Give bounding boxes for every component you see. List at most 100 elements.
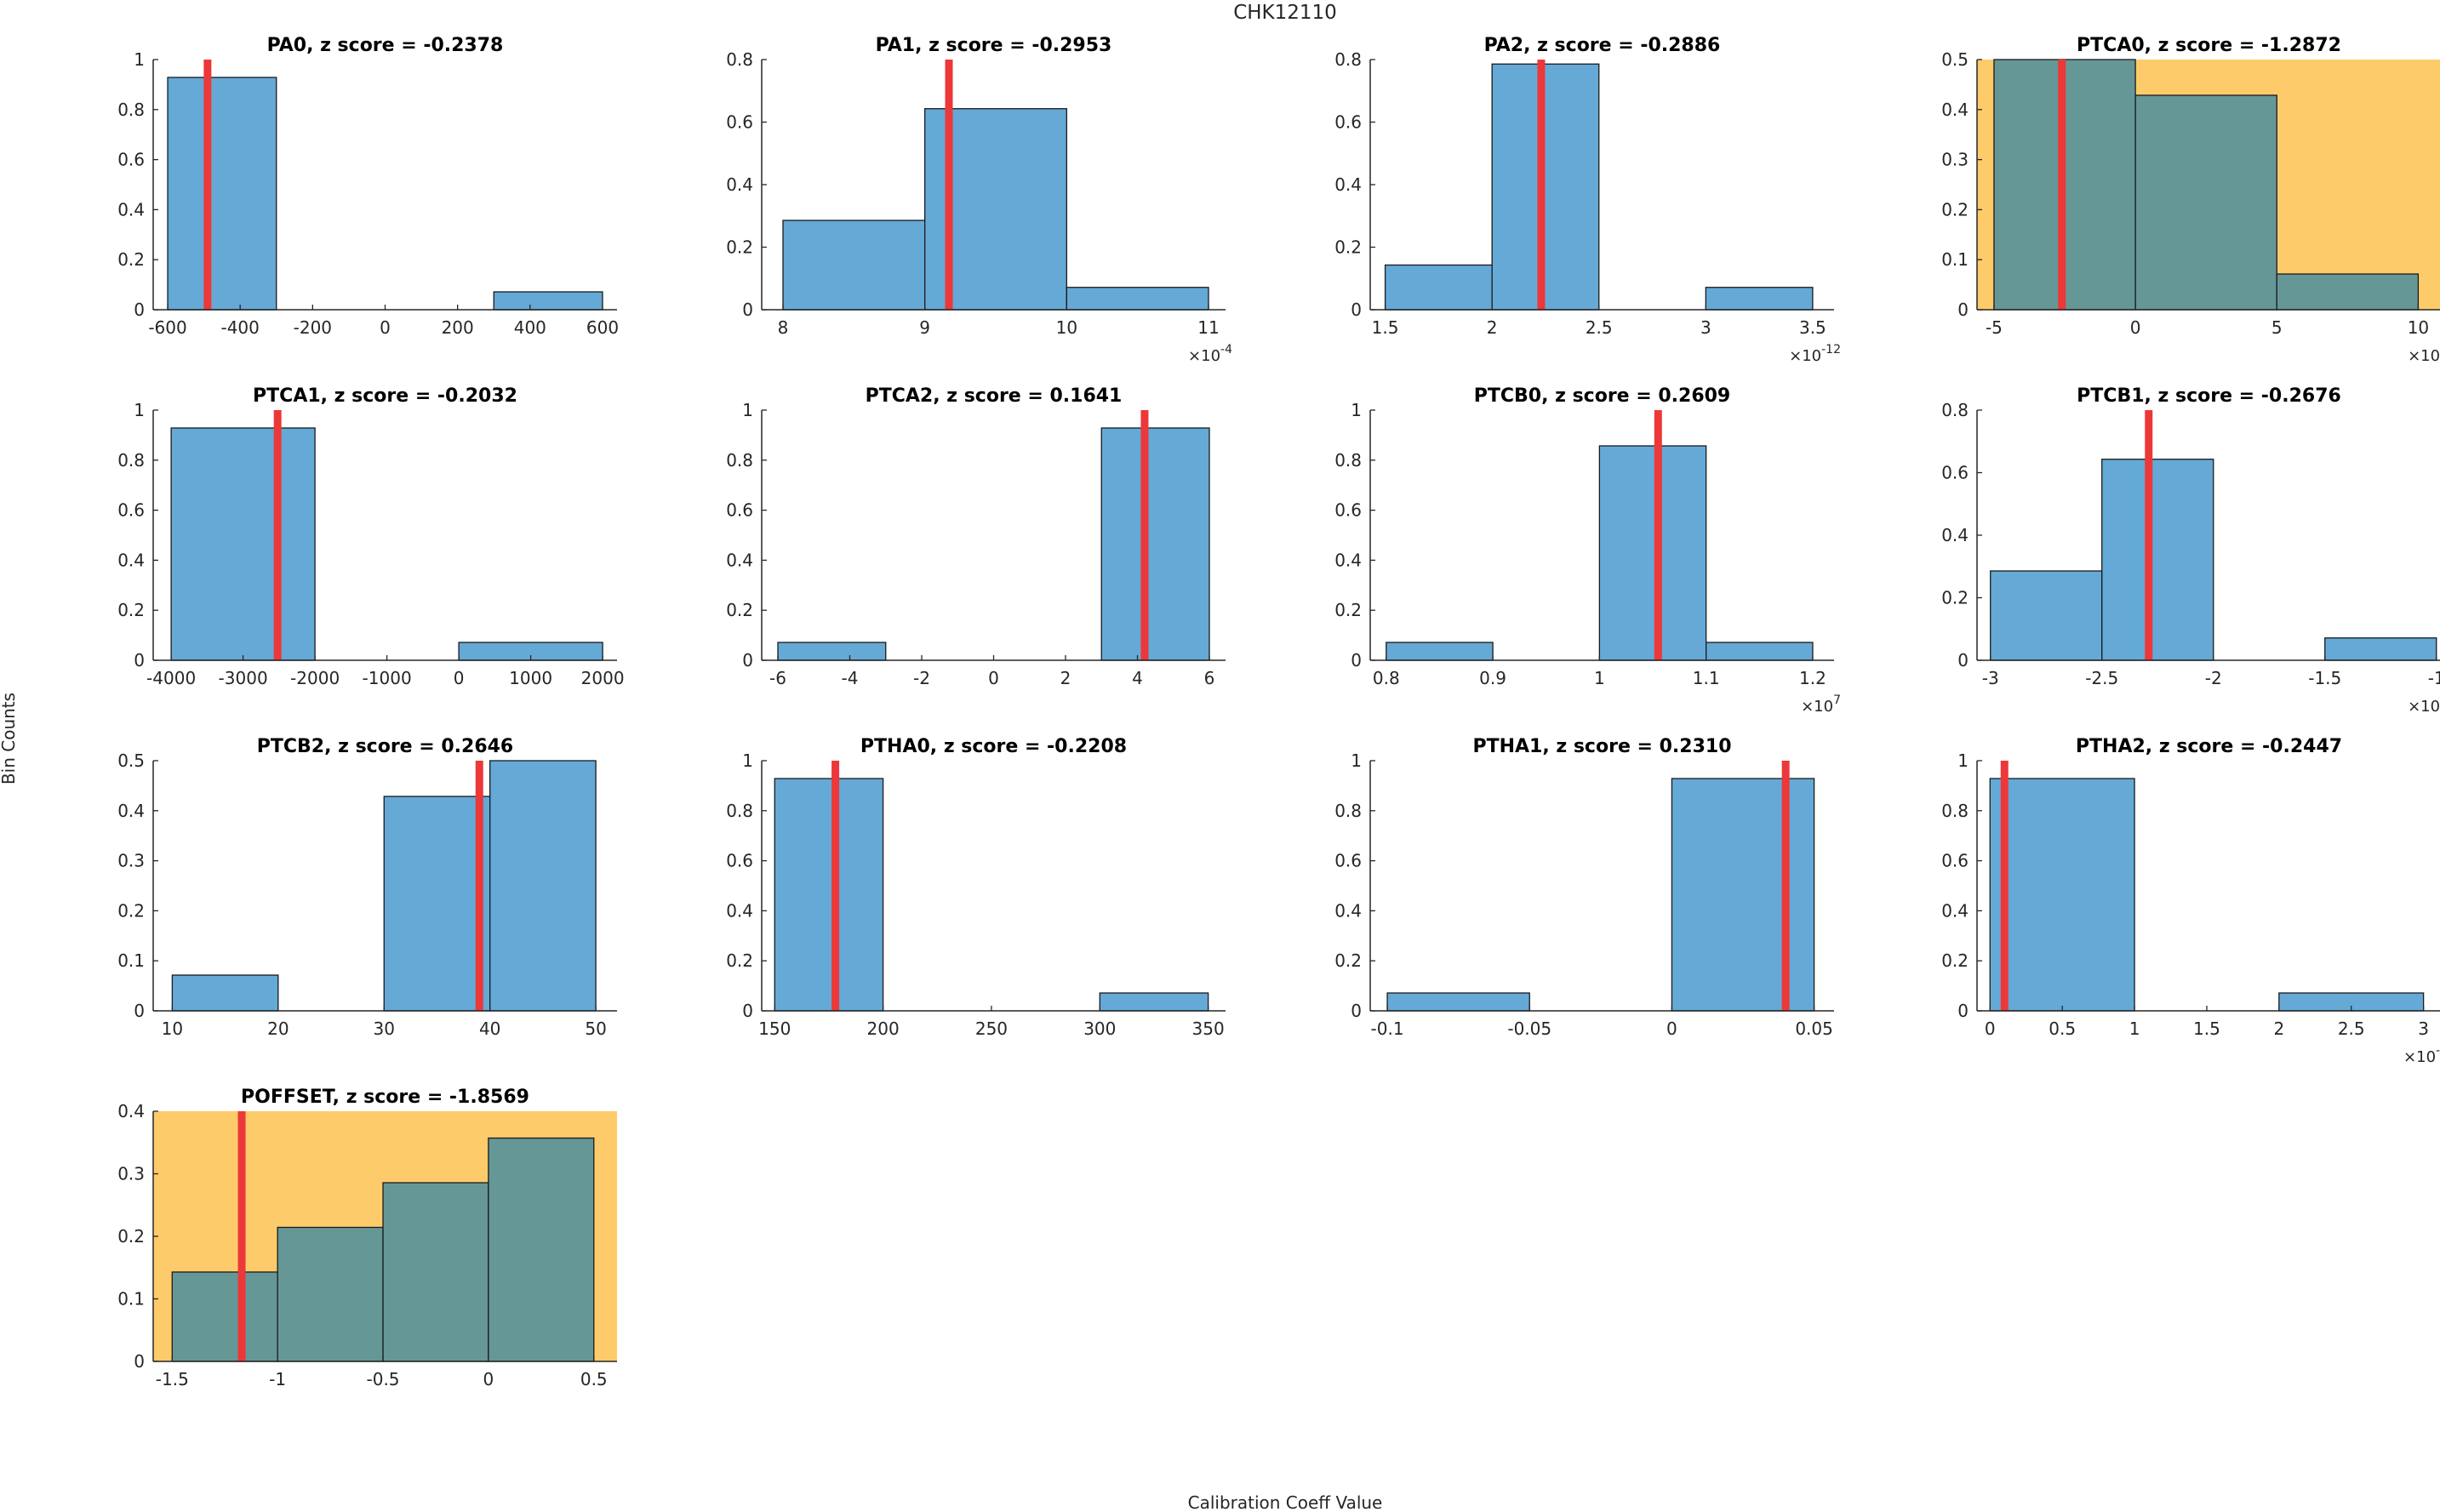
x-tick-label: -1.5 [156,1369,189,1389]
y-tick-label: 0.4 [1941,900,1969,921]
x-tick-label: -400 [220,317,259,338]
x-tick-label: 0 [380,317,391,338]
x-tick-label: -0.05 [1507,1018,1551,1039]
histogram-bar [774,778,884,1012]
y-tick-label: 0.6 [1334,851,1362,871]
x-tick-label: 1 [2129,1018,2140,1039]
x-tick-label: 1.5 [2193,1018,2220,1039]
subplot-title: PTCA2, z score = 0.1641 [866,385,1123,407]
y-tick-label: 0.4 [117,199,145,220]
x-tick-label: 250 [975,1018,1008,1039]
x-tick-label: 0 [1985,1018,1996,1039]
x-tick-label: 2 [1060,668,1071,688]
y-tick-label: 0.8 [1334,49,1362,70]
x-tick-label: 3 [2418,1018,2429,1039]
x-tick-label: 0.05 [1795,1018,1833,1039]
histogram-bar [277,1226,384,1362]
y-tick-label: 0.8 [1941,400,1969,420]
y-tick-label: 0.4 [1941,525,1969,545]
x-exponent-label: ×10-12 [1789,343,1841,365]
x-tick-label: 4 [1132,668,1143,688]
x-tick-label: 2.5 [2338,1018,2365,1039]
histogram-bar [2276,273,2420,311]
x-tick-label: -3 [1982,668,1999,688]
y-tick-label: 0.2 [726,950,753,971]
x-tick-label: 600 [586,317,619,338]
x-exponent-label: ×10-5 [2403,1044,2440,1066]
x-tick-label: -2 [913,668,930,688]
subplot-11: -0.1 -0.05 0 0.05 0 0.2 0.4 0.6 0.8 1 PTHA1, z sco… [1334,736,1834,1039]
x-tick-label: -0.1 [1371,1018,1404,1039]
x-tick-label: -200 [294,317,332,338]
y-tick-label: 1 [742,750,753,771]
subplot-title: PTCA1, z score = -0.2032 [253,385,517,407]
x-tick-label: 2000 [581,668,625,688]
x-tick-label: 9 [919,317,930,338]
x-tick-label: 1.2 [1799,668,1826,688]
y-tick-label: 0.2 [726,600,753,620]
x-tick-label: -4 [842,668,859,688]
x-exponent-label: ×104 [2408,693,2440,716]
histogram-bar [1671,778,1815,1012]
histogram-bar [170,427,316,661]
subplot-title: PA0, z score = -0.2378 [267,35,504,56]
y-tick-label: 0.8 [117,450,145,471]
subplot-title: PTCB1, z score = -0.2676 [2077,385,2341,407]
subplot-12: 0 0.5 1 1.5 2 2.5 3 0 0.2 0.4 0.6 0.8 1 PTHA2, z scor… [1941,736,2440,1066]
histogram-bar [2324,637,2437,661]
subplot-title: PTHA2, z score = -0.2447 [2076,736,2342,757]
y-tick-label: 0 [1351,1001,1362,1021]
y-tick-label: 1 [134,400,145,420]
y-tick-label: 1 [1351,750,1362,771]
y-tick-label: 0.4 [1941,100,1969,120]
y-tick-label: 0.4 [1334,900,1362,921]
x-tick-label: 10 [162,1018,183,1039]
subplot-grid: -600 -400 -200 0 200 400 60000.20.40.60.81PA0,… [117,35,2440,1389]
subplot-title: PA2, z score = -0.2886 [1484,35,1721,56]
histogram-bar [1099,992,1209,1012]
x-tick-label: 2.5 [1586,317,1613,338]
y-tick-label: 0.4 [1334,174,1362,195]
subplot-5: -4000 -3000 -2000 -1000 0 1000 2000 0 0.2 0.4 0.6 0… [117,385,624,688]
x-tick-label: 11 [1197,317,1219,338]
histogram-bar [1491,63,1600,311]
y-tick-label: 0 [134,1351,145,1372]
y-tick-label: 0.6 [117,150,145,170]
y-tick-label: 0 [134,1001,145,1021]
y-tick-label: 0.4 [117,1101,145,1121]
x-tick-label: -600 [148,317,186,338]
y-tick-label: 0 [742,300,753,320]
x-tick-label: -4000 [146,668,196,688]
subplot-title: PTCA0, z score = -1.2872 [2077,35,2341,56]
histogram-bar [171,1271,278,1362]
y-tick-label: 1 [1957,750,1969,771]
x-tick-label: 50 [585,1018,606,1039]
subplot-title: POFFSET, z score = -1.8569 [241,1087,529,1108]
histogram-bar [1990,570,2103,661]
histogram-bar [489,760,597,1012]
subplot-title: PTHA1, z score = 0.2310 [1472,736,1731,757]
x-tick-label: 200 [442,317,474,338]
y-tick-label: 0.4 [726,174,753,195]
x-exponent-label: ×104 [2408,343,2440,365]
histogram-bar [488,1137,595,1362]
y-tick-label: 0 [1351,650,1362,670]
x-tick-label: 3 [1700,317,1711,338]
subplot-title: PTCB2, z score = 0.2646 [257,736,514,757]
subplot-9: 10 20 30 40 50 0 0.1 0.2 0.3 0.4 0.5 PTCB2, z score… [117,736,617,1039]
subplot-title: PTHA0, z score = -0.2208 [860,736,1127,757]
x-tick-label: 0.9 [1479,668,1506,688]
subplot-1: -600 -400 -200 0 200 400 600 0 0.2 0.4 0.6 0.8 1 PA0,… [117,35,619,338]
y-tick-label: 0 [1351,300,1362,320]
y-tick-label: 0.1 [117,1289,145,1309]
y-tick-label: 0 [134,650,145,670]
x-tick-label: 0.8 [1373,668,1400,688]
figure-ylabel: Bin Counts [0,693,19,785]
x-tick-label: 200 [867,1018,900,1039]
y-tick-label: 0 [742,1001,753,1021]
x-tick-label: -1 [269,1369,286,1389]
x-tick-label: 30 [374,1018,395,1039]
y-tick-label: 0.8 [1334,450,1362,471]
y-tick-label: 0.6 [1334,500,1362,521]
